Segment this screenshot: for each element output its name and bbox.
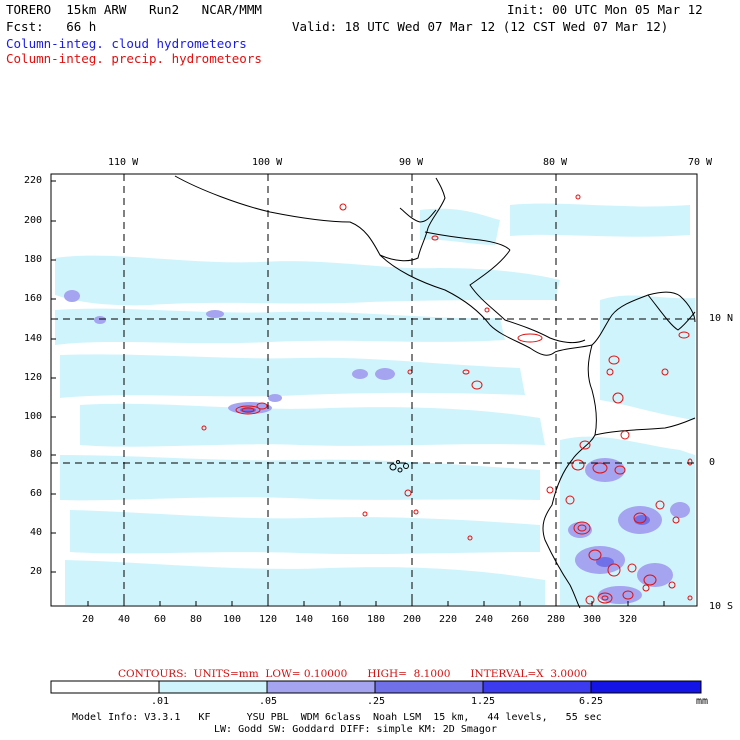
x-tick-label: 180 xyxy=(367,614,386,625)
axis-ticks xyxy=(51,180,665,606)
x-tick-label: 80 xyxy=(190,614,203,625)
x-tick-label: 320 xyxy=(619,614,638,625)
y-tick-label: 220 xyxy=(24,175,43,186)
field-precip-label: Column-integ. precip. hydrometeors xyxy=(6,51,262,66)
lon-label-90w: 90 W xyxy=(399,157,424,168)
lat-lon-grid xyxy=(51,174,697,606)
colorbar-bin xyxy=(266,680,376,694)
y-tick-label: 140 xyxy=(24,333,43,344)
lat-label-10n: 10 N xyxy=(709,313,734,324)
colorbar-bin xyxy=(50,680,160,694)
colorbar-label: .01 xyxy=(151,696,170,707)
forecast-hour: Fcst: 66 h xyxy=(6,19,97,34)
colorbar-bin xyxy=(590,680,702,694)
lat-label-eq: 0 xyxy=(709,457,716,468)
x-tick-label: 140 xyxy=(295,614,314,625)
lon-label-100w: 100 W xyxy=(252,157,283,168)
cloud-field-light xyxy=(55,203,695,605)
colorbar-units: mm xyxy=(696,696,709,707)
colorbar-label: 6.25 xyxy=(579,696,604,707)
colorbar-bin xyxy=(482,680,592,694)
y-tick-label: 120 xyxy=(24,372,43,383)
contour-info: CONTOURS: UNITS=mm LOW= 0.10000 HIGH= 8.… xyxy=(118,668,588,680)
cloud-field-mid xyxy=(64,290,690,604)
lon-label-110w: 110 W xyxy=(108,157,139,168)
x-tick-label: 60 xyxy=(154,614,167,625)
galapagos-islands xyxy=(389,460,409,473)
y-tick-label: 200 xyxy=(24,215,43,226)
colorbar-label: .05 xyxy=(259,696,278,707)
colorbar-label: .25 xyxy=(367,696,386,707)
x-tick-label: 160 xyxy=(331,614,350,625)
x-tick-label: 220 xyxy=(439,614,458,625)
colorbar-bin xyxy=(374,680,484,694)
x-tick-label: 200 xyxy=(403,614,422,625)
x-tick-label: 20 xyxy=(82,614,95,625)
y-tick-label: 100 xyxy=(24,411,43,422)
y-tick-label: 60 xyxy=(30,488,43,499)
y-tick-label: 160 xyxy=(24,293,43,304)
lat-label-10s: 10 S xyxy=(709,601,734,612)
field-cloud-label: Column-integ. cloud hydrometeors xyxy=(6,36,247,51)
x-tick-label: 280 xyxy=(547,614,566,625)
map-frame xyxy=(50,173,698,607)
coastlines xyxy=(174,175,696,609)
x-tick-label: 240 xyxy=(475,614,494,625)
y-tick-label: 180 xyxy=(24,254,43,265)
y-tick-label: 20 xyxy=(30,566,43,577)
x-tick-label: 260 xyxy=(511,614,530,625)
lon-label-70w: 70 W xyxy=(688,157,713,168)
x-tick-label: 40 xyxy=(118,614,131,625)
lon-label-80w: 80 W xyxy=(543,157,568,168)
physics-info: LW: Godd SW: Goddard DIFF: simple KM: 2D… xyxy=(214,724,497,735)
model-info: Model Info: V3.3.1 KF YSU PBL WDM 6class… xyxy=(72,712,602,723)
init-time: Init: 00 UTC Mon 05 Mar 12 xyxy=(507,2,703,17)
y-tick-label: 80 xyxy=(30,449,43,460)
valid-time: Valid: 18 UTC Wed 07 Mar 12 (12 CST Wed … xyxy=(292,19,669,34)
x-tick-label: 300 xyxy=(583,614,602,625)
colorbar-label: 1.25 xyxy=(471,696,496,707)
colorbar-bin xyxy=(158,680,268,694)
x-tick-label: 100 xyxy=(223,614,242,625)
x-tick-label: 120 xyxy=(259,614,278,625)
model-title: TORERO 15km ARW Run2 NCAR/MMM xyxy=(6,2,262,17)
y-tick-label: 40 xyxy=(30,527,43,538)
